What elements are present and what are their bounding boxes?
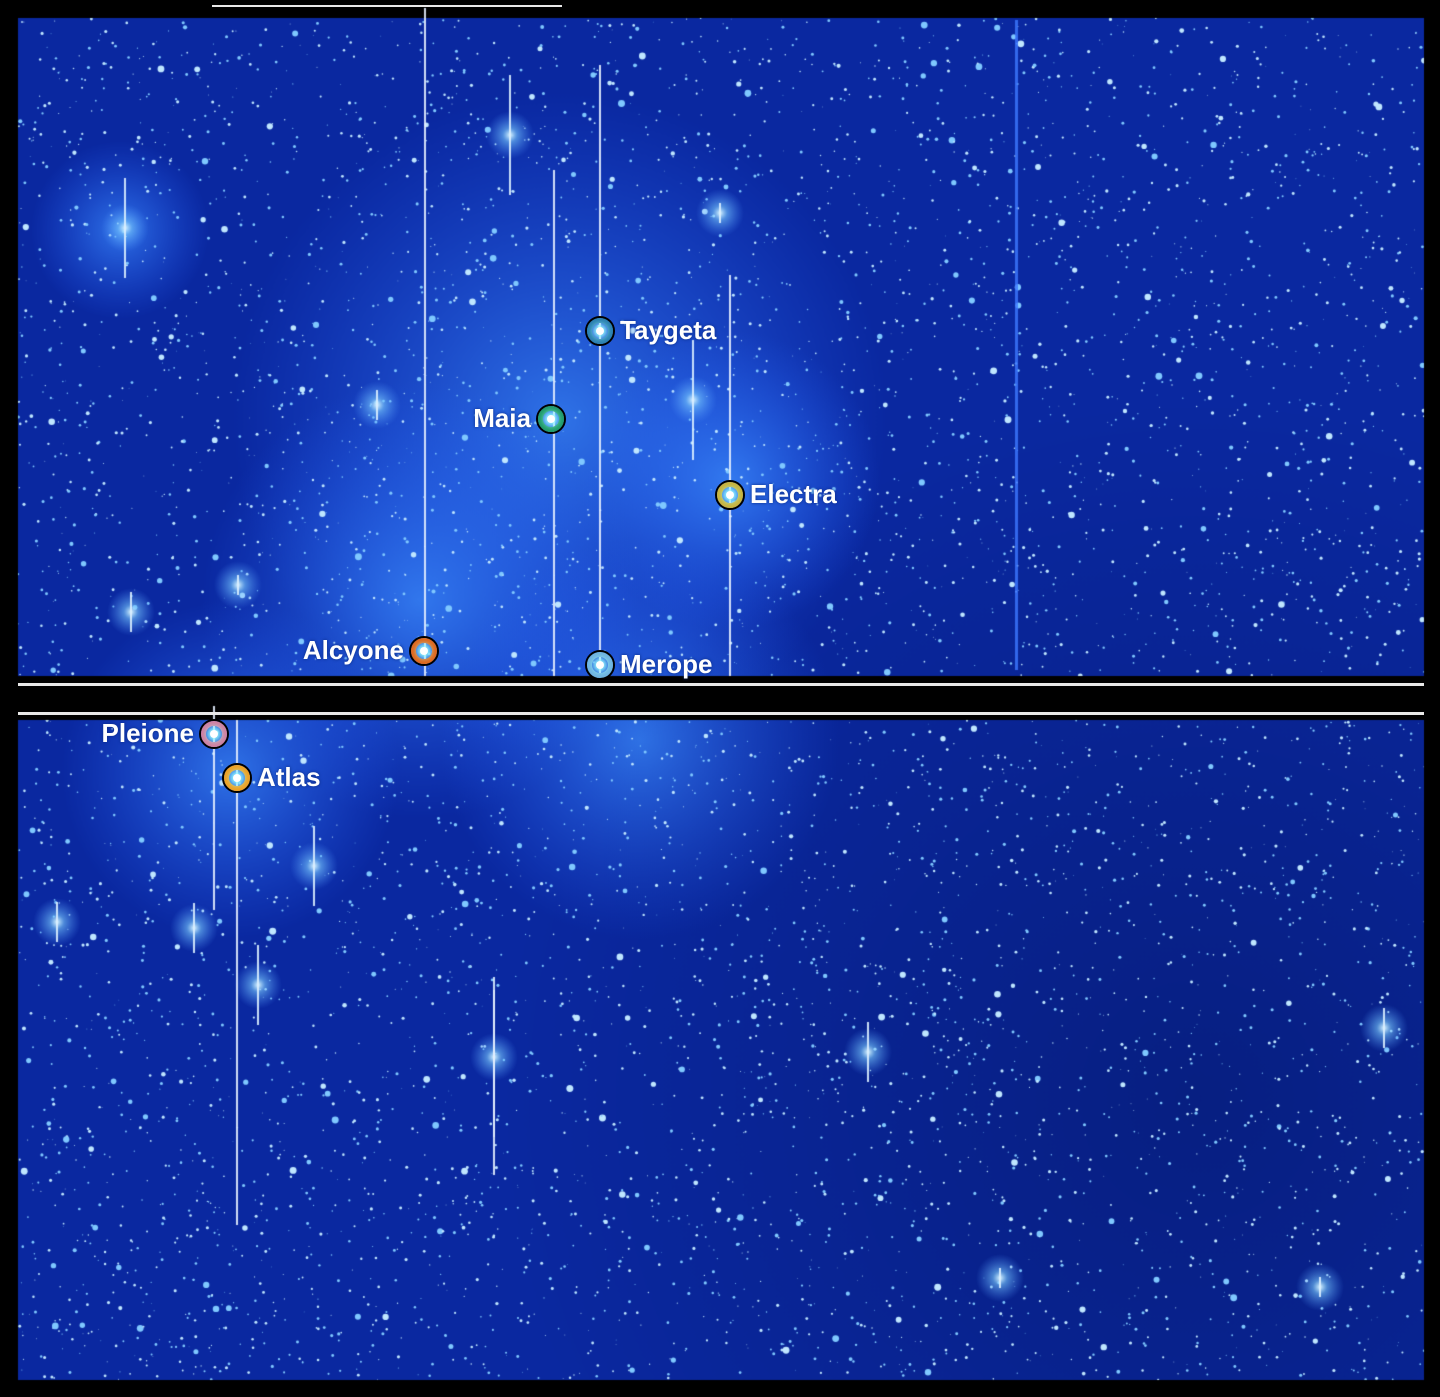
star-marker-atlas bbox=[222, 763, 252, 793]
star-label-electra: Electra bbox=[750, 479, 837, 509]
star-label-pleione: Pleione bbox=[101, 718, 194, 748]
star-marker-pleione bbox=[199, 719, 229, 749]
star-label-maia: Maia bbox=[473, 403, 531, 433]
star-marker-taygeta bbox=[585, 316, 615, 346]
star-label-merope: Merope bbox=[620, 649, 713, 679]
star-marker-merope bbox=[585, 650, 615, 680]
star-label-alcyone: Alcyone bbox=[302, 635, 404, 665]
star-marker-electra bbox=[715, 480, 745, 510]
star-marker-alcyone bbox=[409, 636, 439, 666]
divider-line-bottom bbox=[18, 712, 1424, 715]
star-label-taygeta: Taygeta bbox=[620, 315, 717, 345]
top-edge-line bbox=[212, 5, 562, 7]
star-label-atlas: Atlas bbox=[257, 762, 321, 792]
divider-line-top bbox=[18, 683, 1424, 686]
star-marker-maia bbox=[536, 404, 566, 434]
